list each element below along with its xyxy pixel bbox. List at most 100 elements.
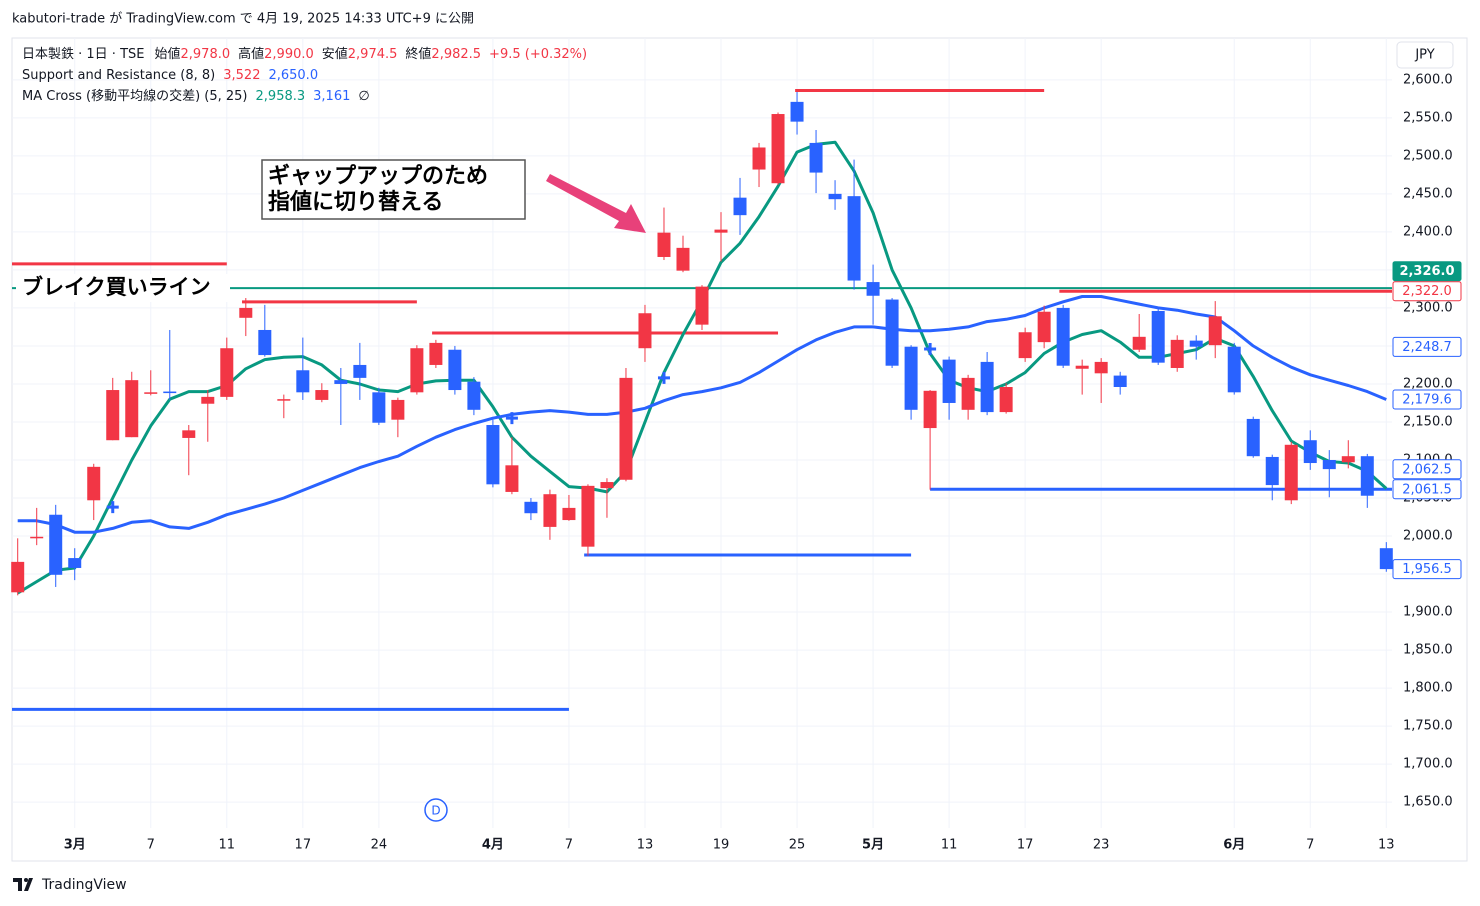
y-tick-label: 2,150.0 — [1403, 414, 1453, 429]
ohlc-label: 終値 — [405, 46, 431, 62]
event-marker-label[interactable]: D — [431, 804, 440, 818]
price-label: 2,248.7 — [1402, 340, 1452, 355]
candle-body — [220, 348, 234, 397]
price-label: 2,322.0 — [1402, 284, 1452, 299]
y-tick-label: 1,750.0 — [1403, 719, 1453, 734]
logo — [13, 878, 33, 891]
candle-body — [239, 307, 253, 318]
candle-body — [790, 101, 804, 122]
candle-body — [1132, 336, 1146, 350]
candle-body — [676, 247, 690, 271]
candle-body — [581, 485, 595, 547]
event-marker[interactable] — [424, 798, 448, 822]
candle-body — [486, 425, 500, 485]
break-label-bg — [16, 274, 230, 302]
candle-body — [524, 501, 538, 514]
candle-body — [1227, 346, 1241, 393]
candle-body — [49, 514, 63, 575]
publisher-line: kabutori-trade が TradingView.com で 4月 19… — [12, 12, 474, 27]
candle-body — [30, 536, 44, 539]
x-tick-label: 17 — [1017, 838, 1034, 853]
candle-body — [828, 193, 842, 200]
indicator-name: Support and Resistance (8, 8) — [22, 68, 215, 83]
callout-box — [261, 159, 526, 220]
x-tick-label: 17 — [295, 838, 312, 853]
currency-box[interactable] — [1396, 41, 1454, 69]
candle-body — [201, 396, 215, 404]
candle-body — [942, 359, 956, 403]
ohlc-value: 2,978.0 — [181, 47, 231, 62]
candle-body — [695, 286, 709, 325]
candle-body — [847, 196, 861, 281]
candle-body — [1056, 307, 1070, 366]
x-tick-label: 13 — [1378, 838, 1395, 853]
x-tick-label: 24 — [371, 838, 388, 853]
candle-body — [752, 147, 766, 170]
currency[interactable]: JPY — [1414, 48, 1434, 63]
candle-body — [904, 346, 918, 410]
y-tick-label: 1,700.0 — [1403, 757, 1453, 772]
candle-body — [1208, 316, 1222, 346]
y-tick-label: 2,550.0 — [1403, 110, 1453, 125]
x-tick-label: 7 — [1306, 838, 1314, 853]
cross-marker — [505, 412, 518, 425]
price-label-box — [1392, 559, 1462, 580]
candle-body — [11, 561, 25, 593]
candle-body — [638, 313, 652, 349]
brand: TradingView — [41, 877, 127, 893]
candle-body — [1151, 310, 1165, 363]
x-tick-label: 11 — [219, 838, 236, 853]
y-tick-label: 2,000.0 — [1403, 529, 1453, 544]
x-tick-label: 6月 — [1223, 838, 1245, 853]
candle-body — [1379, 548, 1393, 570]
y-tick-label: 2,600.0 — [1403, 72, 1453, 87]
price-label: 2,061.5 — [1402, 482, 1452, 497]
x-tick-label: 4月 — [482, 838, 504, 853]
x-tick-label: 7 — [565, 838, 573, 853]
break-line-label: ブレイク買いライン — [22, 275, 211, 299]
indicator-value: ∅ — [358, 89, 369, 104]
candle-body — [1018, 332, 1032, 359]
candle-body — [1075, 365, 1089, 369]
cross-marker — [106, 501, 119, 514]
price-label-box — [1392, 281, 1462, 302]
price-label-box — [1392, 261, 1462, 282]
arrow — [546, 174, 646, 233]
candle-body — [600, 482, 614, 489]
indicator-value: 3,522 — [223, 68, 260, 83]
x-tick-label: 5月 — [862, 838, 884, 853]
logo-dot — [24, 878, 28, 882]
ohlc-label: 始値 — [154, 46, 180, 62]
candle-body — [182, 430, 196, 438]
candle-body — [999, 386, 1013, 413]
symbol: 日本製鉄 · 1日 · TSE — [22, 47, 144, 62]
candle-body — [562, 507, 576, 521]
candle-body — [258, 329, 272, 356]
candle-body — [1360, 456, 1374, 496]
ohlc-value: 2,974.5 — [348, 47, 398, 62]
ma-line — [17, 295, 1387, 534]
candle-body — [68, 558, 82, 568]
price-label-box — [1392, 389, 1462, 410]
candle-body — [809, 142, 823, 173]
candle-body — [961, 377, 975, 410]
y-tick-label: 2,200.0 — [1403, 376, 1453, 391]
cross-marker — [924, 342, 937, 355]
candle-body — [885, 299, 899, 366]
candle-body — [353, 364, 367, 378]
candle-body — [334, 380, 348, 384]
candle-body — [1094, 361, 1108, 374]
candle-body — [505, 465, 519, 492]
overlay: ギャップアップのため 指値に切り替える ブレイク買いライン D JPY 2,32… — [16, 41, 1462, 822]
candle-body — [1170, 339, 1184, 368]
x-tick-label: 3月 — [64, 838, 86, 853]
candle-body — [980, 361, 994, 413]
candle-body — [1189, 340, 1203, 347]
candle-body — [1246, 418, 1260, 457]
candle-body — [1265, 456, 1279, 486]
candle-body — [106, 390, 120, 441]
ohlc-label: 高値 — [238, 46, 264, 62]
ohlc-label: 安値 — [322, 46, 348, 62]
callout-line: 指値に切り替える — [268, 190, 443, 215]
